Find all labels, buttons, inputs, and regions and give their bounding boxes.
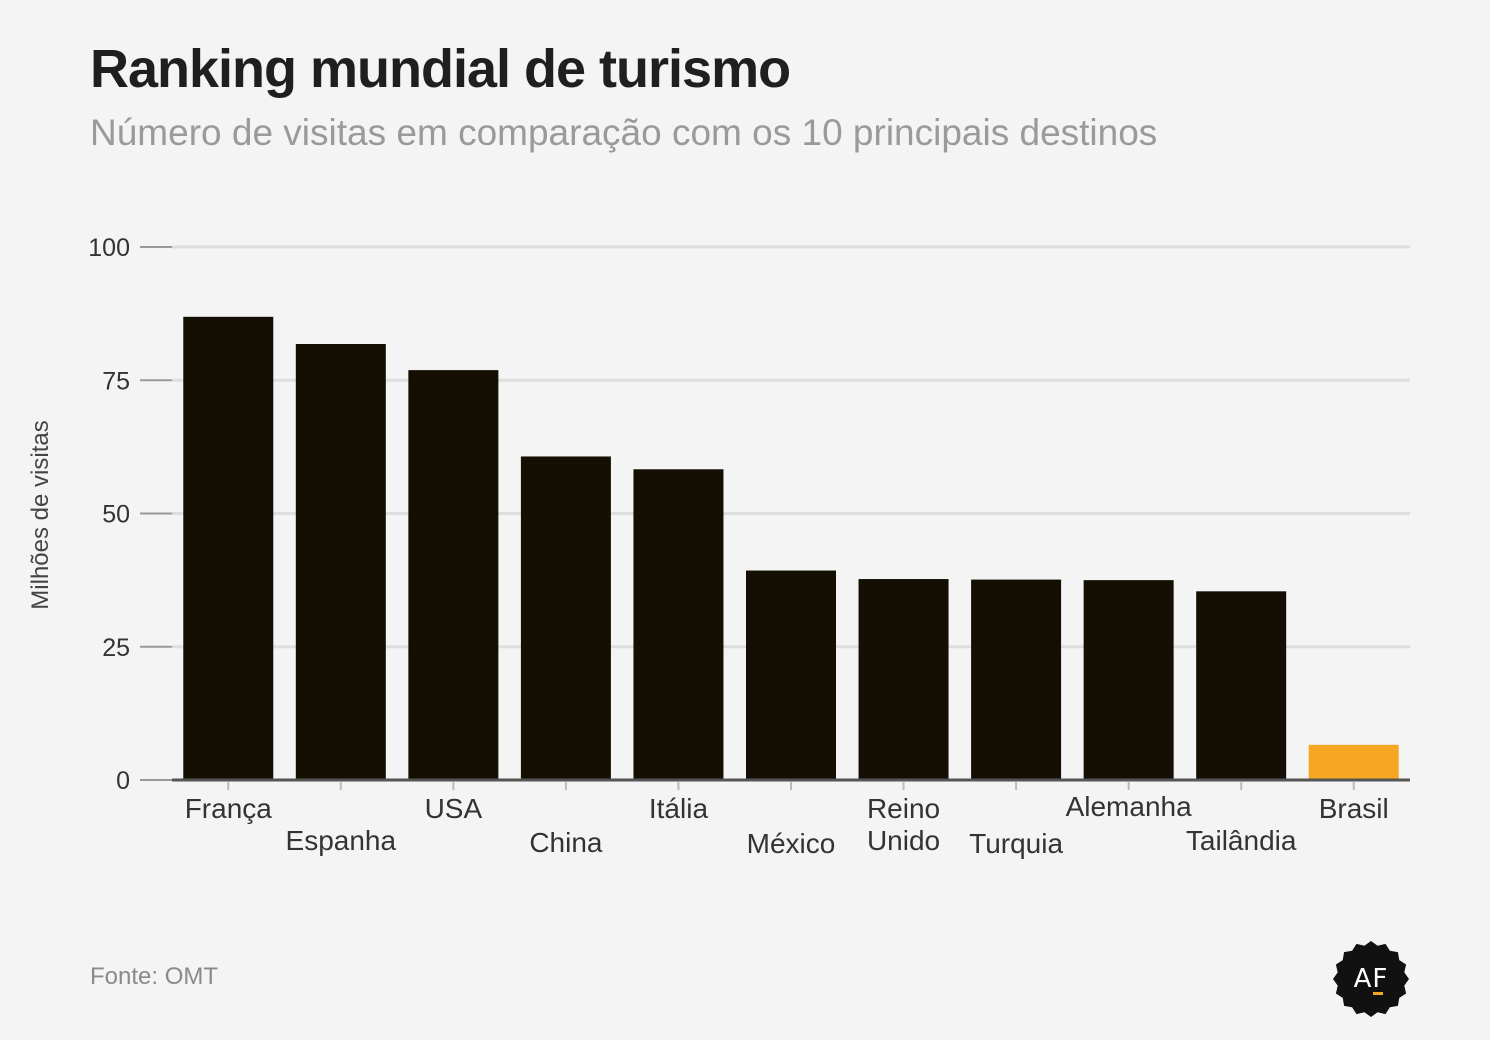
x-tick-label-line: França (185, 793, 273, 824)
x-tick-label: França (185, 793, 273, 824)
x-tick-label-line: Alemanha (1066, 791, 1193, 822)
y-tick-label: 0 (116, 767, 130, 795)
bar (1308, 744, 1399, 780)
x-tick-label-line: Espanha (286, 825, 397, 856)
bar (1083, 580, 1174, 780)
source-note: Fonte: OMT (90, 963, 219, 990)
brand-logo: AF (1332, 940, 1410, 1018)
x-tick-label: China (529, 827, 603, 858)
x-tick-label: Brasil (1319, 793, 1389, 824)
y-axis-label: Milhões de visitas (27, 420, 54, 609)
logo-accent-dash (1373, 992, 1383, 995)
x-tick-label: USA (425, 793, 483, 824)
bar (1196, 591, 1287, 780)
bar (183, 316, 274, 780)
bar (520, 456, 611, 780)
x-tick-label: Espanha (286, 825, 397, 856)
x-tick-label-line: Tailândia (1186, 825, 1297, 856)
x-tick-label-line: China (529, 827, 603, 858)
x-tick-label-line: México (747, 828, 836, 859)
bar (633, 469, 724, 780)
x-tick-label-line: Brasil (1319, 793, 1389, 824)
x-tick-label-line: Turquia (969, 828, 1063, 859)
y-axis-ticks: 0 25 50 75 100 (88, 234, 172, 795)
x-tick-label-line: Unido (867, 825, 940, 856)
bar (971, 579, 1062, 780)
x-axis-labels: França Espanha USA China Itália México Reino Un… (185, 782, 1389, 859)
chart-title: Ranking mundial de turismo (90, 39, 791, 99)
x-tick-label: Itália (649, 793, 709, 824)
x-tick-label: Tailândia (1186, 825, 1297, 856)
bar (746, 570, 836, 780)
bars (183, 316, 1399, 780)
y-tick-label: 25 (102, 634, 130, 662)
y-tick-label: 50 (102, 501, 130, 529)
bar (858, 579, 949, 780)
logo-text: AF (1353, 964, 1389, 994)
bar (295, 344, 386, 780)
y-tick-label: 100 (88, 234, 130, 262)
x-tick-label-line: Itália (649, 793, 709, 824)
logo-badge-icon (1333, 941, 1409, 1017)
x-tick-label-line: Reino (867, 793, 940, 824)
x-tick-label: México (747, 828, 836, 859)
x-tick-label: Alemanha (1066, 791, 1193, 822)
x-tick-label: Turquia (969, 828, 1063, 859)
chart-subtitle: Número de visitas em comparação com os 1… (90, 112, 1158, 153)
x-tick-label: Reino Unido (867, 793, 940, 856)
bar (408, 370, 499, 780)
x-tick-label-line: USA (425, 793, 483, 824)
y-tick-label: 75 (102, 367, 130, 395)
